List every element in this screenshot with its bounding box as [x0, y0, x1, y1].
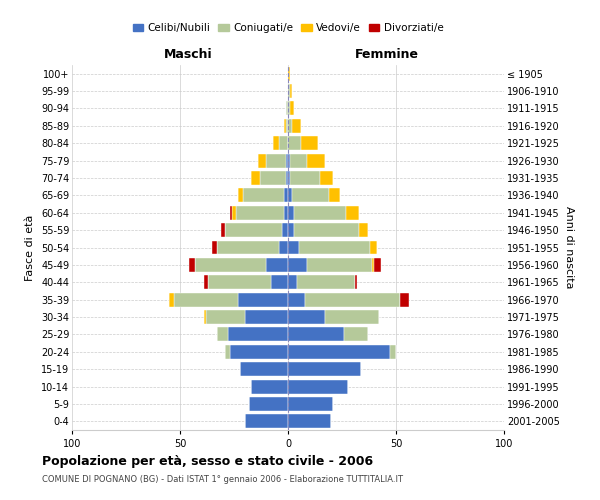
- Bar: [206, 310, 245, 324]
- Bar: [295, 206, 346, 220]
- Bar: [230, 345, 288, 358]
- Bar: [325, 310, 379, 324]
- Bar: [288, 154, 290, 168]
- Bar: [226, 223, 281, 237]
- Bar: [288, 292, 305, 306]
- Bar: [212, 240, 217, 254]
- Legend: Celibi/Nubili, Coniugati/e, Vedovi/e, Divorziati/e: Celibi/Nubili, Coniugati/e, Vedovi/e, Di…: [128, 19, 448, 38]
- Bar: [245, 310, 288, 324]
- Bar: [286, 154, 288, 168]
- Bar: [290, 171, 320, 185]
- Bar: [288, 328, 344, 342]
- Bar: [307, 258, 372, 272]
- Bar: [227, 328, 288, 342]
- Bar: [355, 276, 357, 289]
- Bar: [359, 223, 368, 237]
- Bar: [288, 171, 290, 185]
- Bar: [296, 276, 355, 289]
- Bar: [372, 258, 374, 272]
- Bar: [288, 362, 361, 376]
- Bar: [238, 188, 242, 202]
- Bar: [204, 310, 206, 324]
- Bar: [238, 292, 288, 306]
- Bar: [344, 328, 368, 342]
- Bar: [288, 380, 349, 394]
- Bar: [374, 258, 381, 272]
- Bar: [288, 66, 290, 80]
- Bar: [288, 240, 299, 254]
- Bar: [292, 119, 301, 133]
- Bar: [288, 414, 331, 428]
- Bar: [295, 223, 359, 237]
- Bar: [389, 345, 396, 358]
- Bar: [241, 362, 288, 376]
- Bar: [346, 206, 359, 220]
- Bar: [271, 276, 288, 289]
- Bar: [208, 276, 271, 289]
- Bar: [266, 258, 288, 272]
- Bar: [307, 154, 325, 168]
- Bar: [286, 119, 288, 133]
- Bar: [221, 223, 226, 237]
- Bar: [232, 206, 236, 220]
- Bar: [290, 154, 307, 168]
- Bar: [245, 414, 288, 428]
- Bar: [288, 310, 325, 324]
- Bar: [258, 154, 266, 168]
- Bar: [204, 276, 208, 289]
- Bar: [288, 119, 292, 133]
- Bar: [288, 188, 292, 202]
- Bar: [217, 240, 280, 254]
- Bar: [230, 206, 232, 220]
- Bar: [288, 397, 334, 411]
- Y-axis label: Fasce di età: Fasce di età: [25, 214, 35, 280]
- Bar: [305, 292, 400, 306]
- Text: Maschi: Maschi: [164, 48, 213, 62]
- Bar: [286, 102, 288, 116]
- Text: COMUNE DI POGNANO (BG) - Dati ISTAT 1° gennaio 2006 - Elaborazione TUTTITALIA.IT: COMUNE DI POGNANO (BG) - Dati ISTAT 1° g…: [42, 475, 403, 484]
- Bar: [320, 171, 334, 185]
- Bar: [249, 397, 288, 411]
- Bar: [260, 171, 286, 185]
- Text: Popolazione per età, sesso e stato civile - 2006: Popolazione per età, sesso e stato civil…: [42, 455, 373, 468]
- Bar: [251, 171, 260, 185]
- Bar: [288, 136, 301, 150]
- Bar: [273, 136, 280, 150]
- Bar: [299, 240, 370, 254]
- Bar: [284, 119, 286, 133]
- Bar: [288, 223, 295, 237]
- Bar: [286, 171, 288, 185]
- Bar: [400, 292, 409, 306]
- Bar: [288, 206, 295, 220]
- Bar: [173, 292, 238, 306]
- Bar: [292, 188, 329, 202]
- Bar: [217, 328, 227, 342]
- Bar: [280, 240, 288, 254]
- Bar: [236, 206, 284, 220]
- Bar: [288, 345, 389, 358]
- Bar: [280, 136, 288, 150]
- Bar: [288, 258, 307, 272]
- Bar: [329, 188, 340, 202]
- Bar: [281, 223, 288, 237]
- Bar: [188, 258, 195, 272]
- Bar: [301, 136, 318, 150]
- Bar: [284, 206, 288, 220]
- Bar: [251, 380, 288, 394]
- Y-axis label: Anni di nascita: Anni di nascita: [563, 206, 574, 289]
- Bar: [284, 188, 288, 202]
- Bar: [195, 258, 266, 272]
- Bar: [290, 102, 295, 116]
- Bar: [169, 292, 173, 306]
- Bar: [226, 345, 230, 358]
- Bar: [242, 188, 284, 202]
- Bar: [288, 276, 296, 289]
- Bar: [370, 240, 377, 254]
- Bar: [266, 154, 286, 168]
- Text: Femmine: Femmine: [355, 48, 419, 62]
- Bar: [288, 102, 290, 116]
- Bar: [288, 84, 290, 98]
- Bar: [290, 84, 292, 98]
